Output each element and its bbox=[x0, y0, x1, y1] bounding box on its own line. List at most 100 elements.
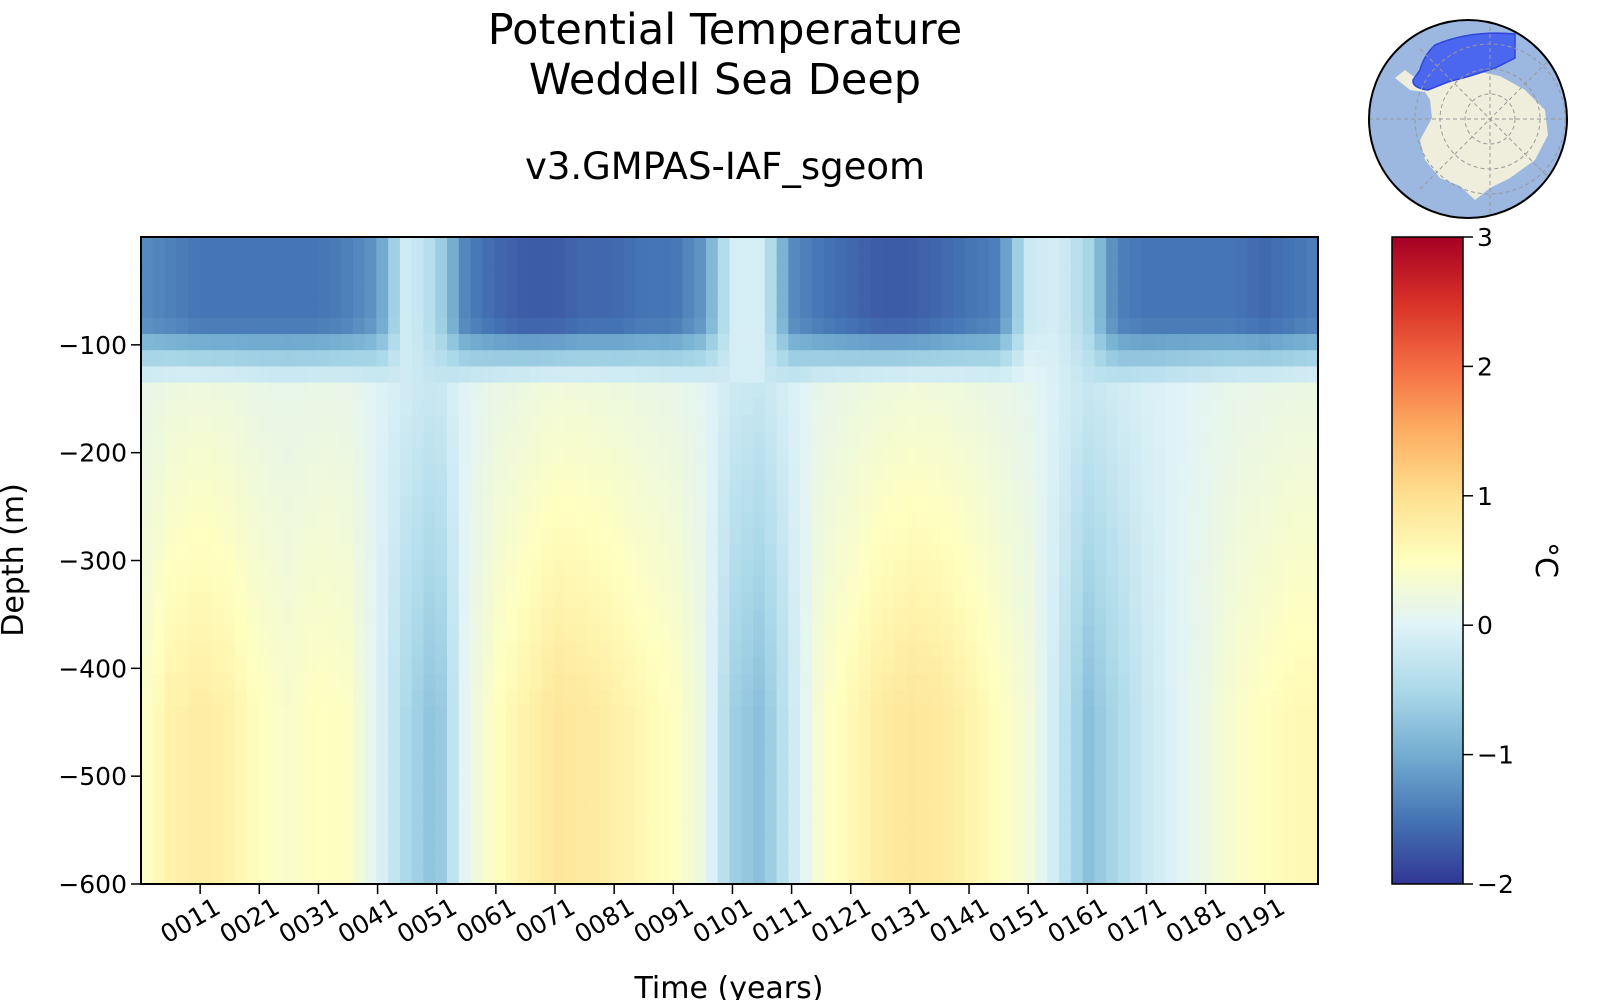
heatmap-cell bbox=[882, 835, 895, 853]
heatmap-cell bbox=[329, 334, 342, 351]
heatmap-cell bbox=[246, 382, 260, 400]
heatmap-cell bbox=[670, 317, 684, 335]
heatmap-cell bbox=[729, 819, 742, 837]
heatmap-cell bbox=[1035, 447, 1048, 465]
heatmap-cell bbox=[776, 544, 789, 562]
heatmap-cell bbox=[800, 754, 813, 772]
heatmap-cell bbox=[576, 382, 589, 400]
heatmap-cell bbox=[1094, 285, 1107, 303]
heatmap-cell bbox=[423, 463, 436, 481]
heatmap-cell bbox=[894, 511, 907, 529]
heatmap-cell bbox=[552, 528, 566, 545]
heatmap-cell bbox=[223, 641, 236, 659]
heatmap-cell bbox=[705, 609, 719, 626]
heatmap-cell bbox=[964, 673, 978, 691]
heatmap-cell bbox=[352, 657, 366, 675]
heatmap-cell bbox=[600, 511, 613, 529]
heatmap-cell bbox=[1070, 398, 1084, 416]
heatmap-cell bbox=[141, 528, 154, 545]
heatmap-cell bbox=[800, 350, 813, 367]
heatmap-cell bbox=[1153, 851, 1166, 869]
heatmap-cell bbox=[1306, 237, 1319, 254]
heatmap-cell bbox=[729, 560, 742, 578]
heatmap-cell bbox=[1129, 544, 1143, 562]
heatmap-cell bbox=[753, 269, 766, 287]
heatmap-cell bbox=[1153, 867, 1166, 885]
heatmap-cell bbox=[835, 269, 848, 287]
heatmap-cell bbox=[317, 237, 330, 254]
heatmap-cell bbox=[435, 495, 448, 513]
heatmap-cell bbox=[717, 350, 731, 367]
heatmap-cell bbox=[823, 350, 837, 367]
heatmap-cell bbox=[294, 835, 307, 853]
heatmap-cell bbox=[482, 398, 495, 416]
heatmap-cell bbox=[1129, 366, 1143, 384]
heatmap-cell bbox=[964, 560, 978, 578]
heatmap-cell bbox=[470, 754, 483, 772]
heatmap-cell bbox=[788, 738, 801, 756]
heatmap-cell bbox=[623, 511, 636, 529]
heatmap-cell bbox=[835, 576, 848, 594]
heatmap-cell bbox=[564, 625, 578, 642]
heatmap-cell bbox=[894, 754, 907, 772]
heatmap-cell bbox=[152, 301, 166, 319]
heatmap-cell bbox=[211, 706, 224, 723]
heatmap-cell bbox=[894, 237, 907, 254]
heatmap-cell bbox=[776, 350, 789, 367]
heatmap-cell bbox=[694, 576, 707, 594]
heatmap-cell bbox=[423, 528, 436, 545]
heatmap-cell bbox=[564, 754, 578, 772]
heatmap-cell bbox=[364, 301, 377, 319]
heatmap-cell bbox=[823, 382, 837, 400]
heatmap-cell bbox=[788, 625, 801, 642]
heatmap-cell bbox=[388, 414, 401, 432]
heatmap-cell bbox=[1129, 592, 1143, 610]
heatmap-cell bbox=[152, 754, 166, 772]
heatmap-cell bbox=[870, 431, 884, 448]
heatmap-cell bbox=[764, 398, 778, 416]
heatmap-cell bbox=[141, 803, 154, 820]
heatmap-cell bbox=[941, 722, 954, 740]
heatmap-cell bbox=[282, 511, 295, 529]
heatmap-cell bbox=[199, 237, 213, 254]
heatmap-cell bbox=[976, 851, 990, 869]
heatmap-cell bbox=[1059, 431, 1072, 448]
heatmap-cell bbox=[941, 301, 954, 319]
heatmap-cell bbox=[976, 366, 990, 384]
heatmap-cell bbox=[435, 317, 448, 335]
heatmap-cell bbox=[188, 835, 201, 853]
heatmap-cell bbox=[941, 495, 954, 513]
heatmap-cell bbox=[1212, 786, 1225, 804]
heatmap-cell bbox=[529, 867, 542, 885]
heatmap-cell bbox=[1188, 803, 1201, 820]
heatmap-cell bbox=[1247, 463, 1260, 481]
heatmap-cell bbox=[1023, 657, 1037, 675]
heatmap-cell bbox=[1164, 706, 1178, 723]
heatmap-cell bbox=[458, 641, 472, 659]
heatmap-cell bbox=[753, 495, 766, 513]
heatmap-cell bbox=[1059, 366, 1072, 384]
heatmap-cell bbox=[1259, 641, 1272, 659]
heatmap-cell bbox=[376, 835, 389, 853]
heatmap-cell bbox=[858, 382, 872, 400]
heatmap-cell bbox=[376, 495, 389, 513]
heatmap-cell bbox=[623, 706, 636, 723]
heatmap-cell bbox=[611, 786, 625, 804]
heatmap-cell bbox=[964, 689, 978, 707]
heatmap-cell bbox=[246, 867, 260, 885]
heatmap-cell bbox=[1117, 528, 1131, 545]
heatmap-cell bbox=[188, 657, 201, 675]
heatmap-cell bbox=[494, 706, 507, 723]
heatmap-cell bbox=[164, 867, 177, 885]
x-tick-label: 0171 bbox=[1102, 892, 1172, 949]
heatmap-cell bbox=[376, 317, 389, 335]
heatmap-cell bbox=[223, 350, 236, 367]
heatmap-cell bbox=[835, 544, 848, 562]
heatmap-cell bbox=[929, 382, 942, 400]
heatmap-cell bbox=[1023, 770, 1037, 788]
heatmap-cell bbox=[1153, 689, 1166, 707]
heatmap-cell bbox=[1282, 819, 1296, 837]
heatmap-cell bbox=[1035, 366, 1048, 384]
heatmap-cell bbox=[317, 803, 330, 820]
heatmap-cell bbox=[1153, 641, 1166, 659]
